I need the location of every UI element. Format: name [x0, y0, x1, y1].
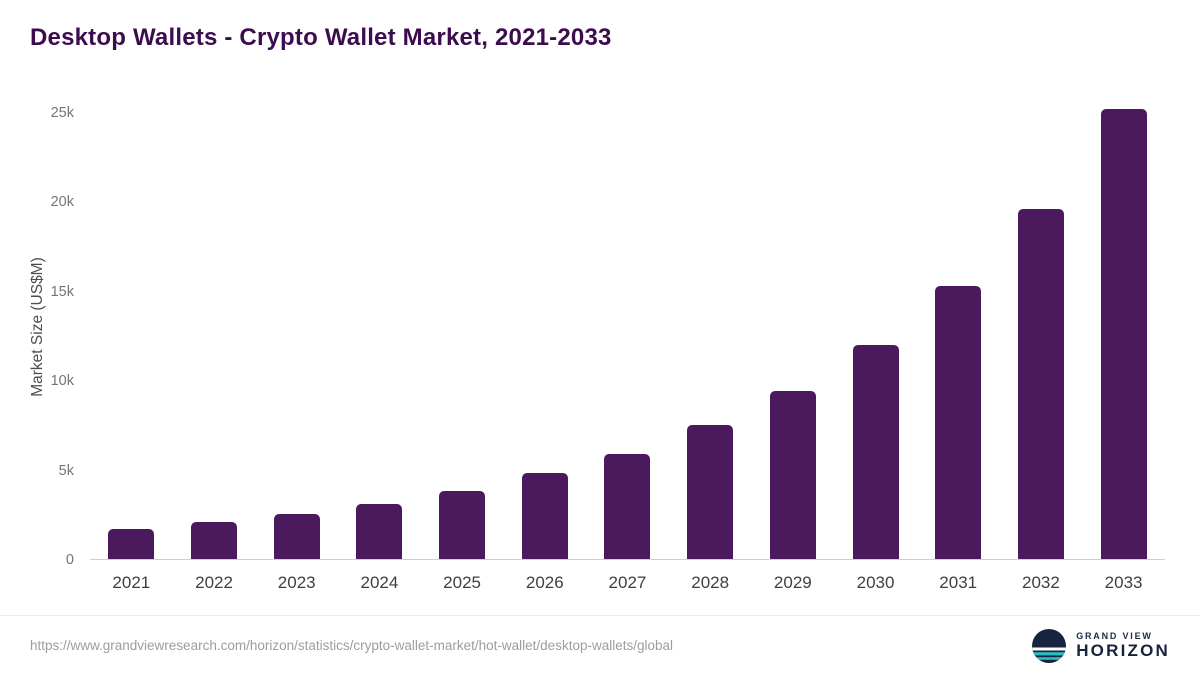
y-tick-label: 15k — [50, 283, 74, 300]
bar-slot — [1000, 95, 1083, 559]
x-tick-label: 2026 — [525, 573, 564, 592]
y-axis: 0 5k 10k 15k 20k 25k — [30, 95, 90, 568]
bar-slot — [752, 95, 835, 559]
bar-slot — [421, 95, 504, 559]
x-tick-label: 2030 — [856, 573, 895, 592]
bar-slot — [255, 95, 338, 559]
bar-2032[interactable] — [1017, 209, 1064, 559]
x-tick-label: 2023 — [277, 573, 316, 592]
bar-2027[interactable] — [604, 453, 651, 559]
bar-2022[interactable] — [191, 521, 238, 559]
bar-2023[interactable] — [273, 514, 320, 559]
bar-slot — [338, 95, 421, 559]
brand-logo: GRAND VIEW HORIZON — [1031, 628, 1170, 664]
y-tick-label: 25k — [50, 104, 74, 121]
bar-2024[interactable] — [356, 503, 403, 559]
bar-2030[interactable] — [852, 344, 899, 559]
x-tick-label: 2029 — [773, 573, 812, 592]
logo-text: GRAND VIEW HORIZON — [1076, 631, 1170, 661]
y-tick-label: 5k — [58, 462, 74, 479]
bar-2029[interactable] — [769, 391, 816, 559]
plot-area — [90, 95, 1165, 560]
x-tick-label: 2025 — [443, 573, 481, 592]
bar-slot — [1082, 95, 1165, 559]
x-tick-label: 2024 — [360, 573, 399, 592]
bar-slot — [90, 95, 173, 559]
x-axis: 2021 2022 2023 2024 2025 2026 2027 2028 2029 2030… — [30, 560, 1165, 593]
footer: https://www.grandviewresearch.com/horizo… — [0, 615, 1200, 675]
x-tick-label: 2028 — [691, 573, 730, 592]
bar-2033[interactable] — [1100, 109, 1147, 559]
y-tick-label: 0 — [65, 552, 74, 568]
x-tick-label: 2021 — [112, 573, 151, 592]
source-url: https://www.grandviewresearch.com/horizo… — [30, 638, 674, 653]
y-tick-label: 10k — [50, 373, 74, 390]
bar-chart: Market Size (US$M) 0 5k 10k 15k 20k 25k 2021 2… — [29, 95, 1165, 593]
bar-2031[interactable] — [935, 285, 982, 559]
x-tick-label: 2022 — [195, 573, 233, 592]
bar-slot — [917, 95, 1000, 559]
logo-line-horizon: HORIZON — [1076, 640, 1170, 660]
x-tick-label: 2032 — [1021, 573, 1060, 592]
logo-line-grand-view: GRAND VIEW — [1076, 630, 1153, 641]
x-labels: 2021 2022 2023 2024 2025 2026 2027 2028 2029 2030… — [90, 560, 1165, 593]
bar-slot — [669, 95, 752, 559]
x-tick-label: 2033 — [1104, 573, 1143, 592]
bar-2025[interactable] — [439, 491, 486, 559]
bar-slot — [834, 95, 917, 559]
bar-slot — [173, 95, 256, 559]
bar-2028[interactable] — [687, 425, 734, 559]
x-tick-label: 2027 — [608, 573, 647, 592]
x-tick-label: 2031 — [939, 573, 978, 592]
bar-2021[interactable] — [108, 528, 155, 559]
bars-container — [90, 95, 1165, 559]
chart-title: Desktop Wallets - Crypto Wallet Market, … — [30, 24, 612, 51]
y-tick-label: 20k — [50, 194, 74, 211]
bar-slot — [503, 95, 586, 559]
bar-slot — [586, 95, 669, 559]
horizon-logo-icon — [1032, 628, 1067, 663]
bar-2026[interactable] — [521, 473, 568, 559]
